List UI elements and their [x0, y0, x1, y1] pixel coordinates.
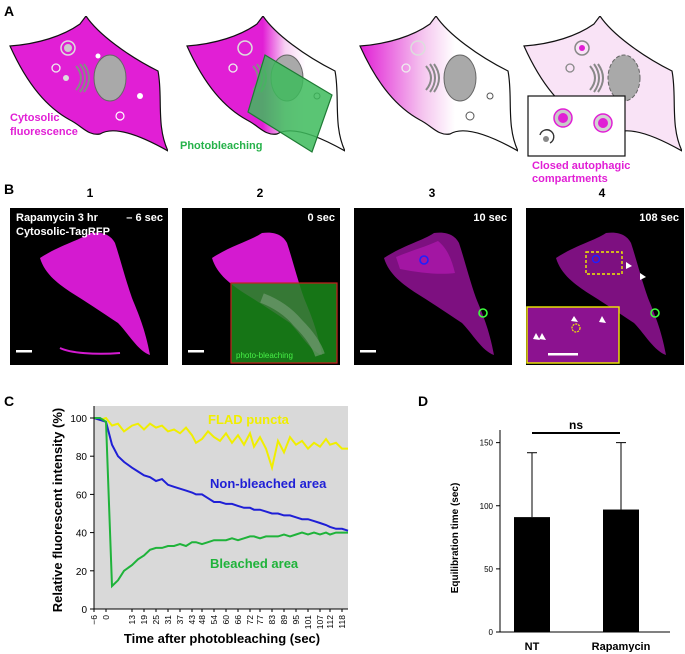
label-closed-2: compartments — [532, 173, 608, 185]
c-x-axis-label: Time after photobleaching (sec) — [124, 631, 320, 646]
c-y-tick-label: 40 — [76, 529, 88, 540]
d-y-axis-label: Equilibration time (sec) — [450, 483, 461, 594]
d-y-tick-label: 50 — [484, 565, 493, 574]
c-x-tick-label: 101 — [303, 615, 313, 629]
d-y-tick-label: 100 — [480, 502, 494, 511]
cell-4-schematic — [523, 16, 682, 152]
c-x-tick-label: 25 — [151, 615, 161, 625]
c-x-tick-label: 89 — [279, 615, 289, 625]
c-x-tick-label: 60 — [221, 615, 231, 625]
c-y-tick-label: 0 — [81, 605, 87, 616]
image-number-1: 1 — [87, 186, 94, 200]
series-label-non-bleached-area: Non-bleached area — [210, 476, 327, 491]
time-label-2: 0 sec — [307, 212, 335, 224]
panel-letter-b: B — [4, 181, 15, 197]
time-label-4: 108 sec — [639, 212, 679, 224]
c-x-tick-label: 19 — [139, 615, 149, 625]
bar-rapamycin — [603, 509, 639, 632]
bar-nt — [514, 517, 550, 632]
c-y-tick-label: 60 — [76, 490, 88, 501]
panel-letter-d: D — [418, 393, 429, 409]
time-label-3: 10 sec — [473, 212, 507, 224]
label-construct: Cytosolic-TagRFP — [16, 226, 110, 238]
c-y-tick-label: 100 — [70, 414, 87, 425]
category-label-rapamycin: Rapamycin — [592, 641, 651, 652]
c-x-tick-label: 0 — [101, 615, 111, 620]
micrograph-1: Rapamycin 3 hr Cytosolic-TagRFP – 6 sec — [10, 208, 168, 365]
c-x-tick-label: 54 — [209, 615, 219, 625]
series-label-flad-puncta: FLAD puncta — [208, 412, 290, 427]
cell-1-schematic — [9, 16, 168, 152]
d-y-tick-label: 150 — [480, 439, 494, 448]
panel-letter-c: C — [4, 393, 15, 409]
label-cytosolic-1: Cytosolic — [10, 112, 60, 124]
panel-letter-a: A — [4, 3, 15, 19]
c-x-tick-label: 107 — [315, 615, 325, 629]
zoom-inset-box — [527, 95, 626, 157]
c-x-tick-label: 13 — [127, 615, 137, 625]
c-x-tick-label: 66 — [233, 615, 243, 625]
c-x-tick-label: 31 — [163, 615, 173, 625]
c-y-tick-label: 80 — [76, 452, 88, 463]
c-y-axis-label: Relative fluorescent intensity (%) — [50, 408, 65, 612]
label-treatment: Rapamycin 3 hr — [16, 212, 99, 224]
cell-3-schematic — [359, 16, 518, 152]
micrograph-2: photo-bleaching 0 sec — [182, 208, 340, 365]
image-number-4: 4 — [599, 186, 606, 200]
image-number-2: 2 — [257, 186, 264, 200]
panel-d-bar-chart: 0 50 100 150 NT Rapamycin Equilibration time… — [450, 418, 670, 652]
label-closed-1: Closed autophagic — [532, 160, 630, 172]
category-label-nt: NT — [525, 641, 540, 652]
plot-area — [94, 406, 348, 609]
c-x-tick-label: 37 — [175, 615, 185, 625]
c-x-tick-label: 83 — [267, 615, 277, 625]
c-x-tick-label: 77 — [255, 615, 265, 625]
c-x-tick-label: 72 — [245, 615, 255, 625]
c-x-tick-label: 118 — [337, 615, 347, 629]
time-label-1: – 6 sec — [126, 212, 163, 224]
photobleach-square — [247, 54, 333, 153]
image-number-3: 3 — [429, 186, 436, 200]
series-line-bleached-area — [94, 417, 348, 589]
significance-label: ns — [569, 418, 583, 432]
c-y-tick-label: 20 — [76, 567, 88, 578]
c-x-tick-label: 95 — [291, 615, 301, 625]
c-x-tick-label: 48 — [197, 615, 207, 625]
micrograph-3: 10 sec — [354, 208, 512, 365]
series-line-flad-puncta — [93, 416, 348, 472]
c-x-tick-label: −6 — [89, 615, 99, 625]
label-photobleaching: Photobleaching — [180, 140, 263, 152]
series-label-bleached-area: Bleached area — [210, 556, 299, 571]
micrograph-4: 108 sec — [526, 208, 684, 365]
photo-bleaching-label: photo-bleaching — [236, 351, 293, 360]
c-x-tick-label: 43 — [187, 615, 197, 625]
panel-a-schematic: Cytosolic fluorescence Photobleaching Cl… — [9, 16, 682, 185]
panel-b-images: 1 2 3 4 Rapamycin 3 hr Cytosolic-TagRFP … — [10, 186, 684, 365]
c-x-tick-label: 112 — [325, 615, 335, 629]
series-line-non-bleached-area — [93, 417, 349, 532]
label-cytosolic-2: fluorescence — [10, 126, 78, 138]
d-y-tick-label: 0 — [489, 628, 494, 637]
